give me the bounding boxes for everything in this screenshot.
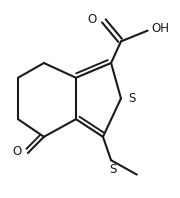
Text: O: O [87,13,97,26]
Text: S: S [109,163,116,176]
Text: OH: OH [151,22,169,35]
Text: S: S [128,92,135,105]
Text: O: O [12,145,22,158]
